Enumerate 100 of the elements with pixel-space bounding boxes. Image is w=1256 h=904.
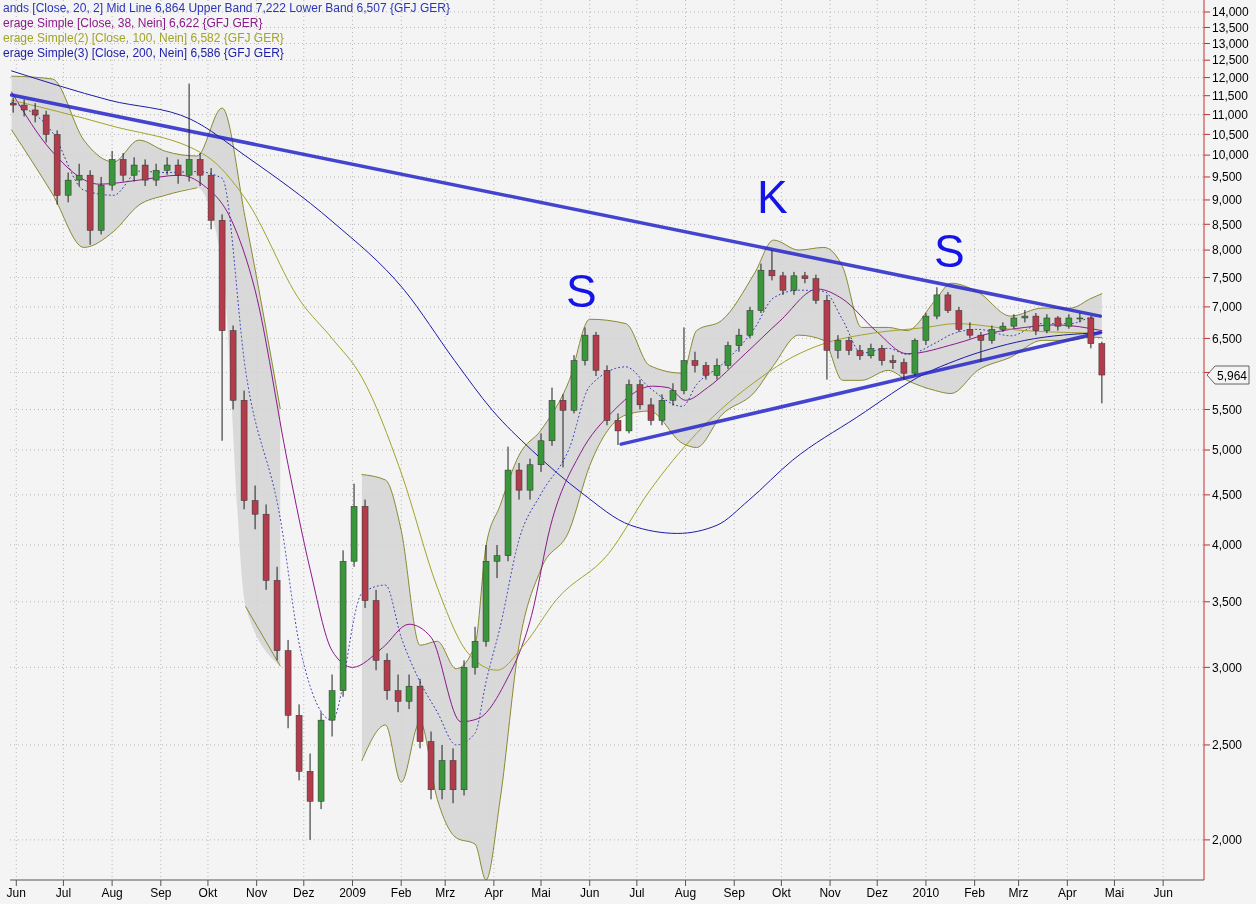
candlestick	[559, 393, 567, 468]
candlestick	[75, 163, 83, 187]
y-tick-label: 4,000	[1212, 538, 1243, 553]
text: 5,964	[1216, 368, 1248, 383]
candlestick	[141, 158, 149, 187]
x-tick-label: Nov	[245, 885, 268, 900]
candlestick	[801, 271, 809, 284]
candlestick	[251, 485, 259, 530]
candlestick	[878, 344, 886, 366]
x-tick-label: 2009	[339, 885, 367, 900]
y-tick-label: 10,500	[1212, 127, 1250, 142]
candlestick	[658, 393, 666, 426]
candlestick	[185, 83, 193, 182]
x-tick-label: Sep	[150, 885, 172, 900]
y-tick-label: 8,000	[1212, 243, 1243, 258]
y-tick-label: 6,500	[1212, 331, 1243, 346]
x-tick-label: Jul	[629, 885, 645, 900]
candlestick	[1076, 312, 1084, 323]
y-tick-label: 4,500	[1212, 488, 1243, 503]
candlestick	[537, 432, 545, 473]
x-tick-label: Aug	[101, 885, 123, 900]
candlestick	[944, 291, 952, 314]
x-tick-label: Feb	[964, 885, 986, 900]
candlestick	[812, 274, 820, 305]
candlestick	[405, 674, 413, 710]
candlestick	[64, 172, 72, 203]
y-tick-label: 14,000	[1212, 5, 1250, 20]
candlestick	[900, 358, 908, 381]
y-tick-label: 5,000	[1212, 443, 1243, 458]
text: erage Simple(2) [Close, 100, Nein] 6,582 {GFJ GER}	[3, 31, 285, 46]
y-tick-label: 9,500	[1212, 170, 1243, 185]
y-tick-label: 8,500	[1212, 217, 1243, 232]
candlestick	[768, 249, 776, 281]
x-tick-label: Mai	[531, 885, 551, 900]
candlestick	[636, 379, 644, 410]
candlestick	[394, 674, 402, 713]
y-tick-label: 7,500	[1212, 270, 1243, 285]
series-label: erage Simple(3) [Close, 200, Nein] 6,586 {GFJ GER}	[3, 46, 285, 61]
x-tick-label: Mai	[1104, 885, 1125, 900]
x-tick-label: Jul	[55, 885, 72, 900]
y-tick-label: 2,500	[1212, 738, 1243, 753]
candlestick	[174, 158, 182, 185]
candlestick	[669, 382, 677, 407]
candlestick	[515, 462, 523, 501]
candlestick	[779, 271, 787, 296]
y-tick-label: 12,500	[1212, 53, 1250, 68]
candlestick	[1021, 309, 1029, 323]
candlestick	[1032, 312, 1040, 336]
candlestick	[988, 325, 996, 345]
y-tick-label: 12,000	[1212, 70, 1250, 85]
x-tick-label: 2010	[912, 885, 940, 900]
x-tick-label: Apr	[1057, 885, 1077, 900]
y-tick-label: 3,500	[1212, 595, 1243, 610]
candlestick	[955, 306, 963, 333]
candlestick	[856, 344, 864, 361]
candlestick	[31, 102, 39, 123]
candlestick	[10, 97, 17, 114]
candlestick	[834, 334, 842, 360]
candlestick	[647, 397, 655, 426]
line-series	[11, 70, 1103, 534]
x-tick-label: Feb	[390, 885, 412, 900]
x-tick-label: Okt	[198, 885, 218, 900]
y-tick-label: 11,000	[1212, 107, 1249, 122]
annotation: K	[757, 171, 788, 223]
y-tick-label: 2,000	[1212, 833, 1243, 848]
x-tick-label: Jun	[6, 885, 26, 900]
x-tick-label: Sep	[723, 885, 746, 900]
candlestick	[42, 110, 50, 144]
x-tick-label: Okt	[772, 885, 792, 900]
candlestick	[724, 341, 732, 370]
candlestick	[867, 343, 875, 360]
x-tick-label: Nov	[819, 885, 841, 900]
y-tick-label: 13,500	[1212, 20, 1250, 35]
candlestick	[933, 286, 941, 320]
candlestick	[735, 328, 743, 353]
x-tick-label: Dez	[866, 885, 888, 900]
candlestick	[130, 156, 138, 182]
candlestick	[790, 271, 798, 296]
text: erage Simple [Close, 38, Nein] 6,622 {GFJ GER}	[3, 16, 264, 31]
x-tick-label: Apr	[484, 885, 504, 900]
y-tick-label: 13,000	[1212, 36, 1250, 51]
candlestick	[889, 354, 897, 370]
x-tick-label: Jun	[1153, 885, 1173, 900]
text: ands [Close, 20, 2] Mid Line 6,864 Upper Band 7,222 Lower Band 6,507 {GFJ GER}	[3, 1, 450, 16]
y-tick-label: 11,500	[1212, 88, 1249, 103]
x-tick-label: Dez	[293, 885, 315, 900]
candlestick	[713, 358, 721, 381]
candlestick	[966, 321, 974, 339]
y-tick-label: 9,000	[1212, 193, 1243, 208]
y-tick-label: 3,000	[1212, 660, 1243, 675]
y-tick-label: 7,000	[1212, 300, 1243, 315]
x-tick-label: Jun	[580, 885, 600, 900]
x-tick-label: Aug	[674, 885, 697, 900]
annotation: S	[934, 225, 965, 277]
candlestick	[20, 98, 28, 118]
candlestick	[493, 544, 501, 579]
candlestick	[196, 152, 204, 187]
x-tick-label: Mrz	[435, 885, 456, 900]
candlestick	[999, 321, 1007, 333]
candlestick	[977, 331, 985, 363]
